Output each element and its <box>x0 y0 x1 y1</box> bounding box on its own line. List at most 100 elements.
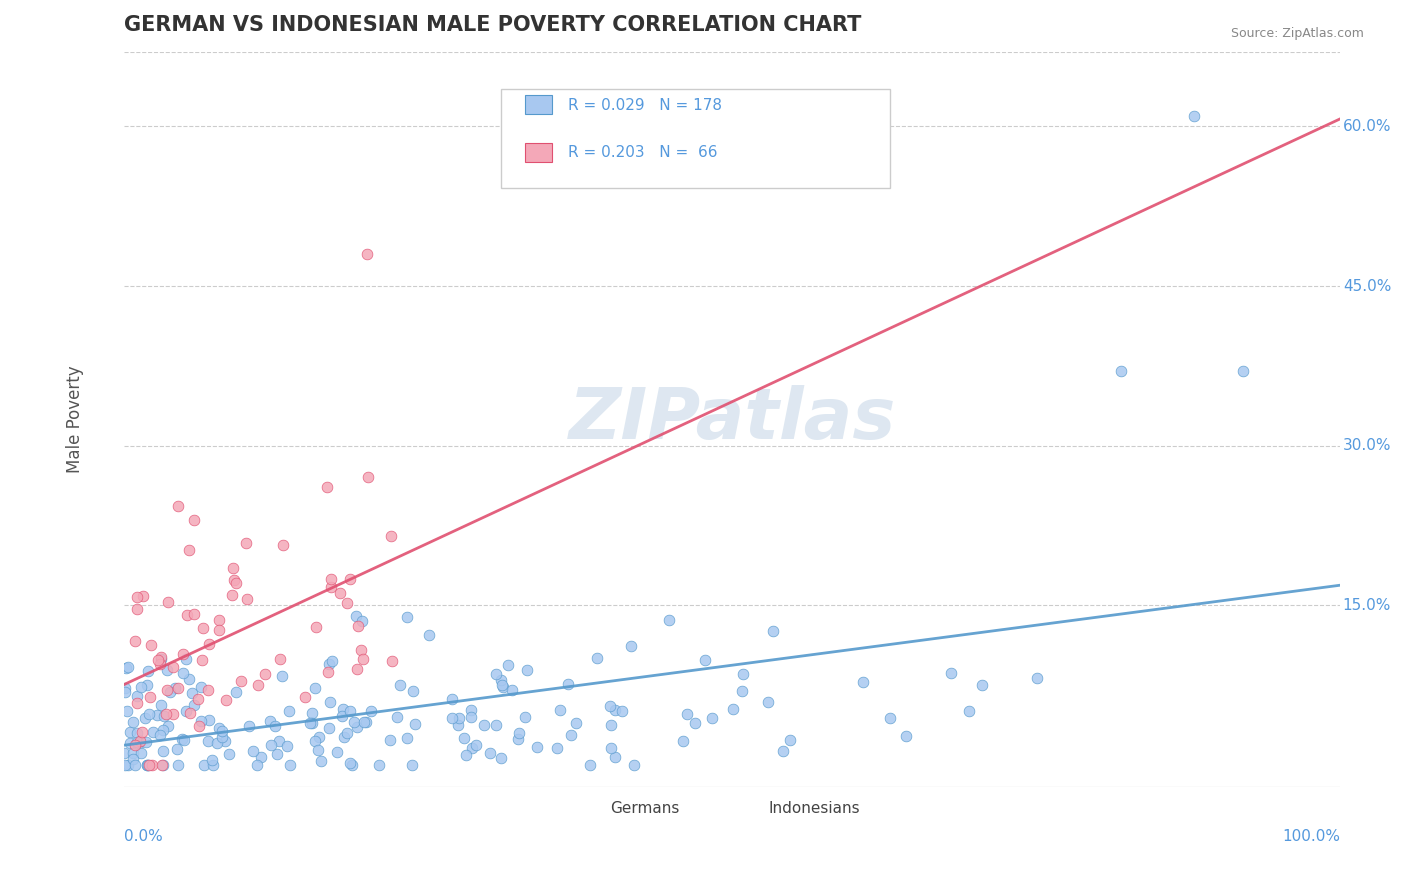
FancyBboxPatch shape <box>574 799 600 817</box>
Text: 60.0%: 60.0% <box>1343 119 1392 134</box>
Germans <box>402 683 425 698</box>
Germans <box>318 657 340 671</box>
Germans <box>852 675 875 690</box>
Germans <box>172 666 194 681</box>
Indonesians <box>339 572 361 586</box>
Germans <box>565 715 588 730</box>
Germans <box>506 731 529 746</box>
Germans <box>332 701 354 715</box>
Germans <box>202 758 225 772</box>
Germans <box>180 686 202 700</box>
Germans <box>122 752 145 766</box>
Indonesians <box>124 633 146 648</box>
Indonesians <box>186 692 208 706</box>
Germans <box>605 703 627 717</box>
Germans <box>501 683 523 698</box>
Germans <box>249 750 271 764</box>
Germans <box>165 681 187 695</box>
Germans <box>127 735 149 749</box>
Germans <box>225 685 247 699</box>
Germans <box>464 738 486 752</box>
Germans <box>120 736 142 750</box>
Germans <box>401 758 423 772</box>
Germans <box>472 718 495 732</box>
Germans <box>326 745 349 759</box>
Germans <box>120 725 142 739</box>
Indonesians <box>235 536 257 550</box>
Germans <box>166 741 188 756</box>
Indonesians <box>381 654 404 668</box>
Germans <box>271 668 294 682</box>
Germans <box>447 718 470 732</box>
Indonesians <box>222 574 245 588</box>
Germans <box>135 735 157 749</box>
Text: 100.0%: 100.0% <box>1282 829 1340 844</box>
Germans <box>339 704 361 718</box>
Germans <box>174 704 197 718</box>
Germans <box>136 665 159 679</box>
Text: Indonesians: Indonesians <box>769 801 860 816</box>
Germans <box>214 734 236 748</box>
Germans <box>896 729 918 743</box>
Germans <box>242 744 264 758</box>
Germans <box>761 624 783 638</box>
Germans <box>491 751 513 765</box>
Germans <box>548 703 571 717</box>
Germans <box>526 740 548 755</box>
Germans <box>332 730 354 744</box>
Text: Male Poverty: Male Poverty <box>66 366 84 473</box>
Germans <box>395 610 418 624</box>
Germans <box>489 673 512 688</box>
Text: Source: ZipAtlas.com: Source: ZipAtlas.com <box>1230 27 1364 40</box>
Germans <box>354 715 377 730</box>
Indonesians <box>150 758 173 772</box>
Germans <box>319 695 342 709</box>
Indonesians <box>346 662 368 676</box>
Germans <box>693 652 716 666</box>
Germans <box>278 758 301 772</box>
Indonesians <box>141 757 163 772</box>
Germans <box>546 740 568 755</box>
Germans <box>136 758 159 772</box>
Germans <box>321 654 343 668</box>
Indonesians <box>316 665 339 679</box>
Indonesians <box>221 589 243 603</box>
Indonesians <box>162 707 184 722</box>
Germans <box>516 663 538 677</box>
Indonesians <box>156 595 179 609</box>
Germans <box>190 714 212 729</box>
Indonesians <box>167 499 190 513</box>
Germans <box>404 716 426 731</box>
Indonesians <box>197 683 219 698</box>
Germans <box>496 657 519 672</box>
FancyBboxPatch shape <box>526 143 553 162</box>
Germans <box>342 715 364 730</box>
Germans <box>269 734 291 748</box>
Germans <box>114 661 136 675</box>
Indonesians <box>319 572 342 586</box>
Indonesians <box>356 247 378 261</box>
Germans <box>124 758 146 772</box>
Germans <box>193 758 215 772</box>
Germans <box>197 733 219 747</box>
Germans <box>152 723 174 737</box>
Germans <box>117 758 139 772</box>
Indonesians <box>127 590 149 604</box>
Indonesians <box>352 652 374 666</box>
Germans <box>360 704 382 718</box>
Germans <box>599 699 621 714</box>
Indonesians <box>187 719 209 733</box>
Germans <box>149 728 172 742</box>
Germans <box>150 698 173 712</box>
Indonesians <box>254 667 277 681</box>
Germans <box>136 678 159 692</box>
Indonesians <box>380 529 402 543</box>
Germans <box>605 749 627 764</box>
Germans <box>177 673 200 687</box>
Germans <box>218 747 240 761</box>
Indonesians <box>319 581 342 595</box>
Germans <box>129 681 152 695</box>
Germans <box>1111 364 1133 378</box>
Germans <box>491 678 513 692</box>
Germans <box>277 705 299 719</box>
